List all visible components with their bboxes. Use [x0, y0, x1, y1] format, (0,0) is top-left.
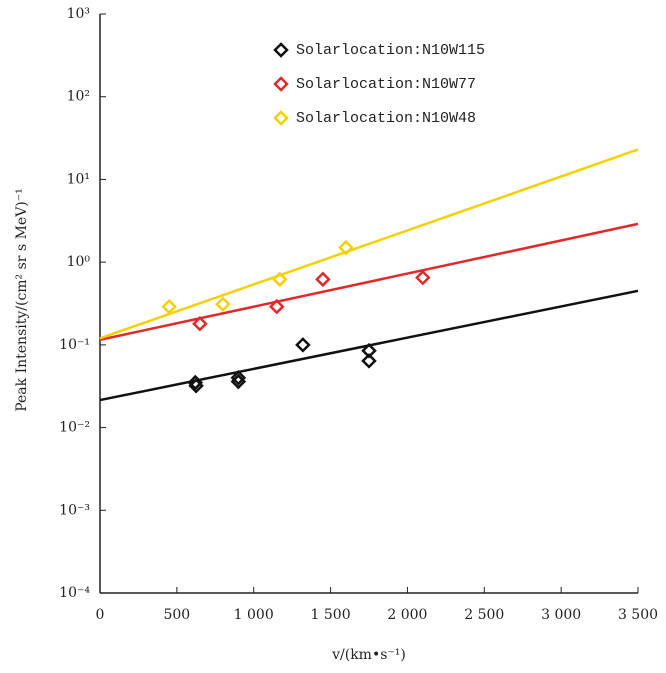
point: [361, 342, 377, 359]
point: [315, 271, 331, 288]
point: [269, 298, 285, 315]
x-tick-label: 500: [163, 607, 190, 623]
x-axis-label: v/(km•s⁻¹): [331, 647, 406, 663]
y-tick-label: 10⁻¹: [59, 337, 90, 353]
x-tick-label: 2 000: [387, 607, 427, 623]
point: [188, 378, 204, 394]
y-tick-label: 10³: [67, 6, 90, 22]
point: [415, 269, 431, 286]
x-tick-label: 3 500: [618, 607, 658, 623]
point: [272, 271, 288, 288]
x-tick-label: 1 000: [234, 607, 274, 623]
legend-label: Solarlocation:N10W48: [296, 110, 476, 127]
point: [192, 315, 208, 332]
y-tick-label: 10⁻³: [59, 502, 90, 518]
x-tick-label: 0: [96, 607, 105, 623]
legend-label: Solarlocation:N10W115: [296, 42, 485, 59]
point: [215, 296, 231, 312]
x-tick-label: 2 500: [464, 607, 504, 623]
legend-marker: [273, 110, 289, 126]
x-tick-label: 3 000: [541, 607, 581, 623]
fit-line: [99, 222, 639, 342]
y-axis-label: Peak Intensity/(cm² sr s MeV)⁻¹: [14, 188, 30, 412]
point: [230, 370, 247, 386]
y-tick-label: 10²: [67, 89, 90, 105]
x-tick-label: 1 500: [311, 607, 351, 623]
legend-marker: [273, 42, 289, 58]
point: [161, 298, 177, 315]
point: [187, 374, 204, 391]
point: [361, 353, 377, 369]
y-tick-label: 10⁰: [67, 254, 91, 270]
point: [295, 337, 311, 353]
y-tick-label: 10⁻²: [59, 420, 90, 436]
fit-line: [99, 148, 639, 340]
point: [230, 373, 247, 390]
y-tick-label: 10⁻⁴: [59, 585, 90, 601]
legend-marker: [273, 76, 289, 92]
legend-label: Solarlocation:N10W77: [296, 76, 476, 93]
y-tick-label: 10¹: [67, 171, 90, 187]
point: [338, 239, 354, 256]
